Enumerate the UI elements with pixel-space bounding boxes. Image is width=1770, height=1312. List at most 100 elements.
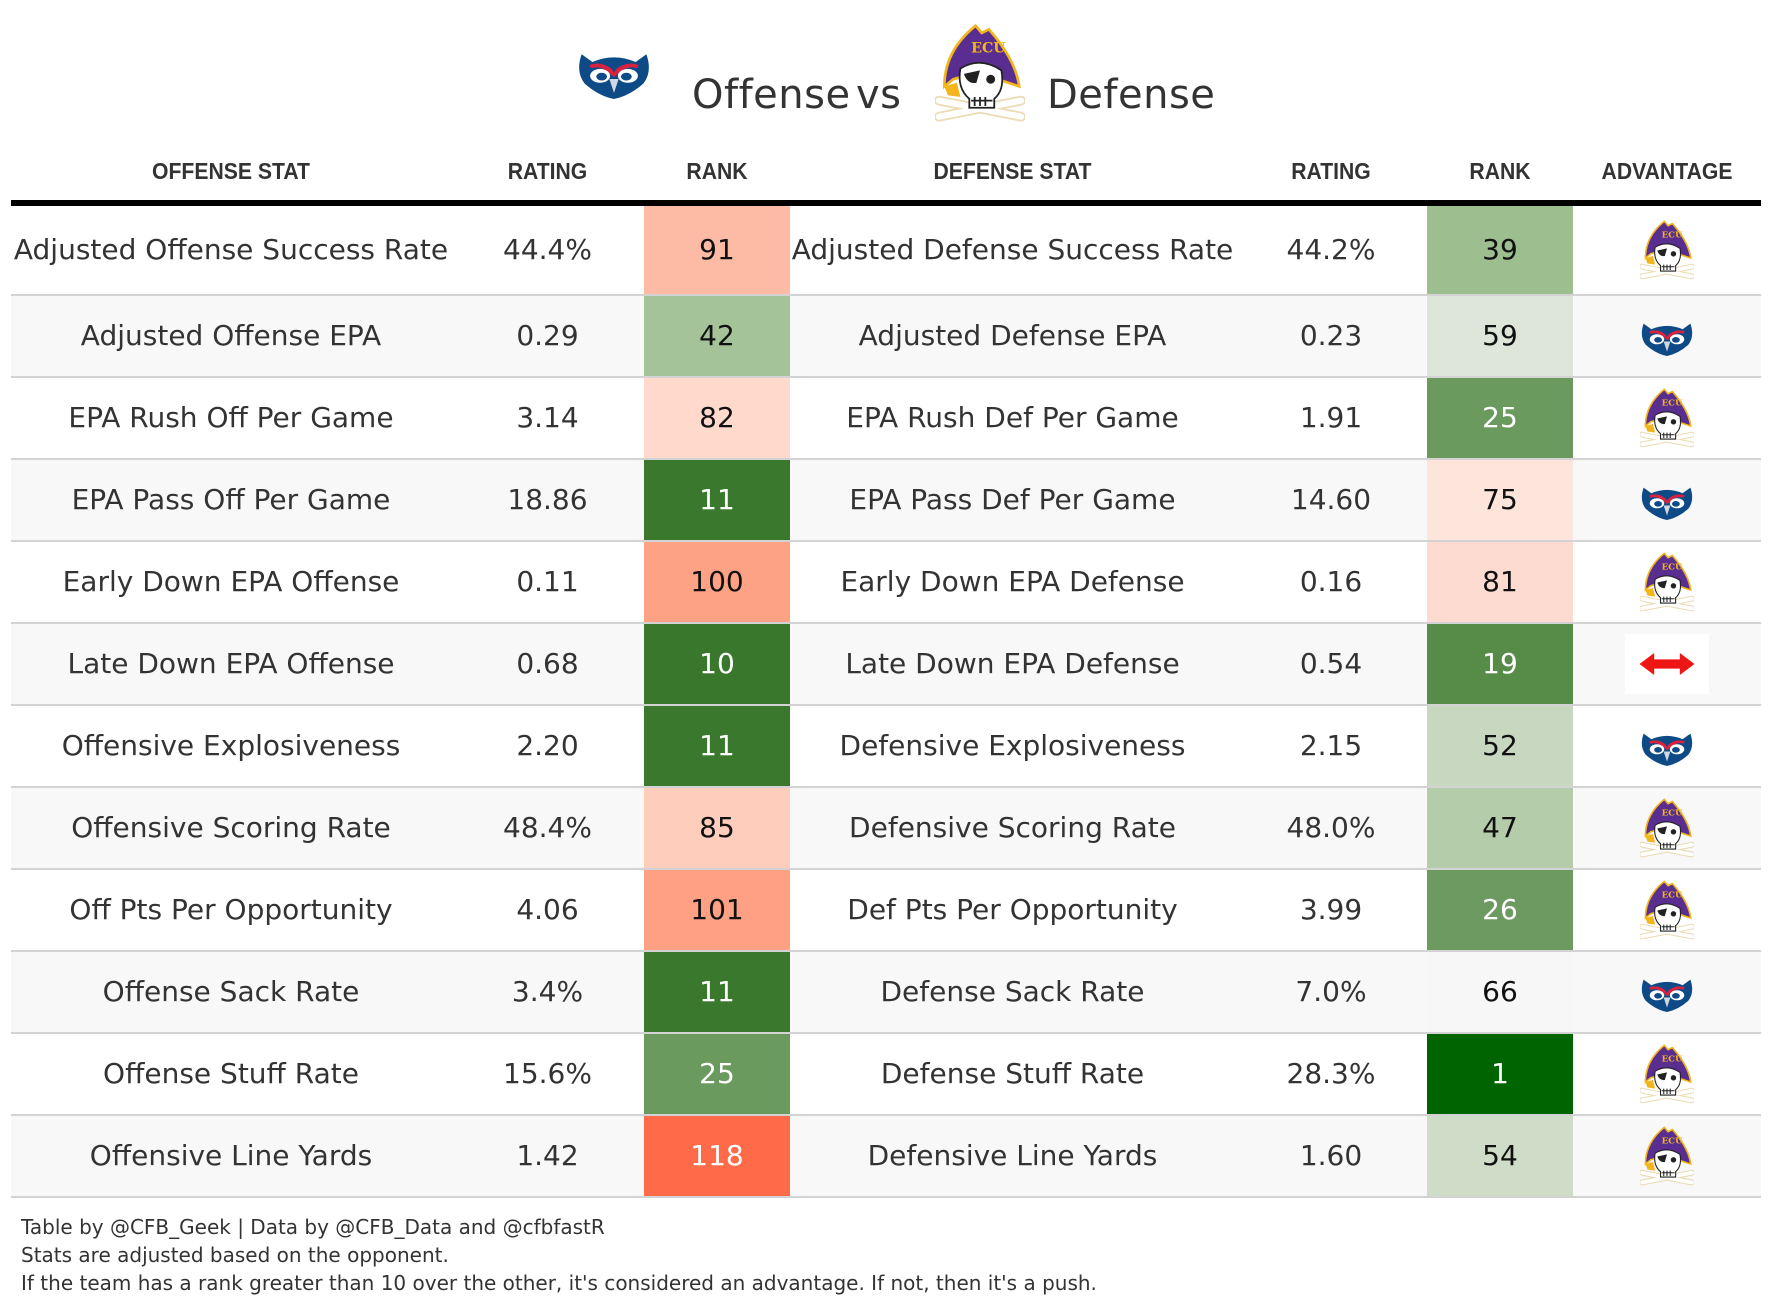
col-header-defense-rank: RANK <box>1469 158 1531 184</box>
offense-stat-name: Offensive Line Yards <box>89 1139 373 1172</box>
defense-stat-name: Adjusted Defense EPA <box>858 319 1167 352</box>
advantage-cell <box>1573 624 1761 704</box>
defense-rating: 0.23 <box>1299 319 1363 352</box>
table-row: Offensive Line Yards 1.42 118 Defensive Lin… <box>11 1116 1761 1198</box>
offense-rating: 1.42 <box>516 1139 579 1172</box>
footer-credits: Table by @CFB_Geek | Data by @CFB_Data a… <box>21 1215 605 1239</box>
offense-rating: 18.86 <box>507 483 588 516</box>
advantage-cell <box>1573 460 1761 540</box>
table-header: OFFENSE STAT RATING RANK DEFENSE STAT RA… <box>11 150 1761 206</box>
offense-stat-name: EPA Rush Off Per Game <box>68 401 394 434</box>
footer-note-adjusted: Stats are adjusted based on the opponent… <box>21 1243 449 1267</box>
offense-rating: 15.6% <box>503 1057 592 1090</box>
offense-rank: 42 <box>644 296 790 376</box>
pirate-logo-icon <box>1640 798 1694 858</box>
defense-rank: 47 <box>1427 788 1573 868</box>
offense-rating: 3.4% <box>511 975 584 1008</box>
defense-rating: 44.2% <box>1286 233 1376 266</box>
defense-rating: 28.3% <box>1286 1057 1376 1090</box>
advantage-cell <box>1573 296 1761 376</box>
pirate-logo-icon <box>1640 1126 1694 1186</box>
table-row: Offense Stuff Rate 15.6% 25 Defense Stuff R… <box>11 1034 1761 1116</box>
offense-rank: 11 <box>644 460 790 540</box>
offense-rating: 0.11 <box>516 565 579 598</box>
owl-logo-icon <box>1639 481 1695 520</box>
defense-stat-name: Defensive Explosiveness <box>839 729 1186 762</box>
defense-rating: 7.0% <box>1295 975 1367 1008</box>
defense-rating: 2.15 <box>1299 729 1363 762</box>
defense-stat-name: Defensive Scoring Rate <box>849 811 1176 844</box>
defense-rank: 25 <box>1427 378 1573 458</box>
offense-stat-name: Offense Sack Rate <box>102 975 360 1008</box>
offense-rank: 85 <box>644 788 790 868</box>
defense-rank: 39 <box>1427 206 1573 294</box>
table-row: Late Down EPA Offense 0.68 10 Late Down EPA… <box>11 624 1761 706</box>
col-header-offense-rank: RANK <box>686 158 748 184</box>
offense-rank: 10 <box>644 624 790 704</box>
pirate-logo-icon <box>1640 1044 1694 1104</box>
footer-note-advantage: If the team has a rank greater than 10 o… <box>21 1271 1097 1295</box>
defense-stat-name: EPA Pass Def Per Game <box>849 483 1176 516</box>
defense-rank: 26 <box>1427 870 1573 950</box>
defense-rank: 54 <box>1427 1116 1573 1196</box>
table-row: Adjusted Offense EPA 0.29 42 Adjusted Defen… <box>11 296 1761 378</box>
pirate-logo-icon <box>1640 388 1694 448</box>
offense-rank: 91 <box>644 206 790 294</box>
defense-stat-name: Adjusted Defense Success Rate <box>791 233 1234 266</box>
defense-rank: 19 <box>1427 624 1573 704</box>
offense-rank: 100 <box>644 542 790 622</box>
offense-rating: 0.29 <box>516 319 579 352</box>
advantage-cell <box>1573 870 1761 950</box>
table-row: Early Down EPA Offense 0.11 100 Early Down … <box>11 542 1761 624</box>
advantage-cell <box>1573 1116 1761 1196</box>
offense-stat-name: Off Pts Per Opportunity <box>69 893 393 926</box>
offense-rating: 0.68 <box>516 647 579 680</box>
advantage-cell <box>1573 542 1761 622</box>
table-row: Adjusted Offense Success Rate 44.4% 91 Adju… <box>11 206 1761 296</box>
defense-stat-name: Late Down EPA Defense <box>845 647 1180 680</box>
defense-stat-name: Def Pts Per Opportunity <box>847 893 1178 926</box>
defense-stat-name: Defensive Line Yards <box>867 1139 1158 1172</box>
defense-title: Defense <box>1047 72 1216 118</box>
offense-stat-name: Adjusted Offense Success Rate <box>13 233 449 266</box>
offense-rank: 101 <box>644 870 790 950</box>
offense-rating: 4.06 <box>516 893 579 926</box>
title-banner: Offense vs Defense <box>0 22 1770 122</box>
pirate-logo-icon <box>1640 880 1694 940</box>
offense-rank: 11 <box>644 706 790 786</box>
defense-rank: 75 <box>1427 460 1573 540</box>
defense-rating: 14.60 <box>1290 483 1372 516</box>
offense-stat-name: Offensive Scoring Rate <box>71 811 391 844</box>
offense-stat-name: Offense Stuff Rate <box>103 1057 359 1090</box>
offense-rating: 2.20 <box>516 729 579 762</box>
offense-stat-name: Late Down EPA Offense <box>67 647 395 680</box>
advantage-cell <box>1573 206 1761 294</box>
table-row: Offensive Explosiveness 2.20 11 Defensive E… <box>11 706 1761 788</box>
col-header-offense-rating: RATING <box>507 158 588 184</box>
defense-rank: 81 <box>1427 542 1573 622</box>
owl-logo-icon <box>1639 973 1695 1012</box>
offense-rank: 82 <box>644 378 790 458</box>
pirate-logo-icon <box>1640 552 1694 612</box>
table-row: Offensive Scoring Rate 48.4% 85 Defensive S… <box>11 788 1761 870</box>
offense-stat-name: Offensive Explosiveness <box>61 729 401 762</box>
offense-rating: 48.4% <box>503 811 592 844</box>
advantage-cell <box>1573 952 1761 1032</box>
offense-title: Offense <box>692 72 851 118</box>
advantage-cell <box>1573 1034 1761 1114</box>
offense-rating: 44.4% <box>503 233 592 266</box>
owl-logo-icon <box>575 45 653 99</box>
defense-stat-name: Early Down EPA Defense <box>840 565 1185 598</box>
advantage-cell <box>1573 378 1761 458</box>
offense-rating: 3.14 <box>516 401 579 434</box>
table-row: EPA Pass Off Per Game 18.86 11 EPA Pass Def… <box>11 460 1761 542</box>
double-arrow-icon <box>1639 653 1695 675</box>
table-row: Off Pts Per Opportunity 4.06 101 Def Pts Pe… <box>11 870 1761 952</box>
defense-rank: 66 <box>1427 952 1573 1032</box>
offense-rank: 11 <box>644 952 790 1032</box>
col-header-defense-rating: RATING <box>1291 158 1371 184</box>
offense-stat-name: EPA Pass Off Per Game <box>71 483 391 516</box>
footer: Table by @CFB_Geek | Data by @CFB_Data a… <box>21 1213 1097 1297</box>
defense-stat-name: Defense Stuff Rate <box>880 1057 1145 1090</box>
owl-logo-icon <box>1639 727 1695 766</box>
